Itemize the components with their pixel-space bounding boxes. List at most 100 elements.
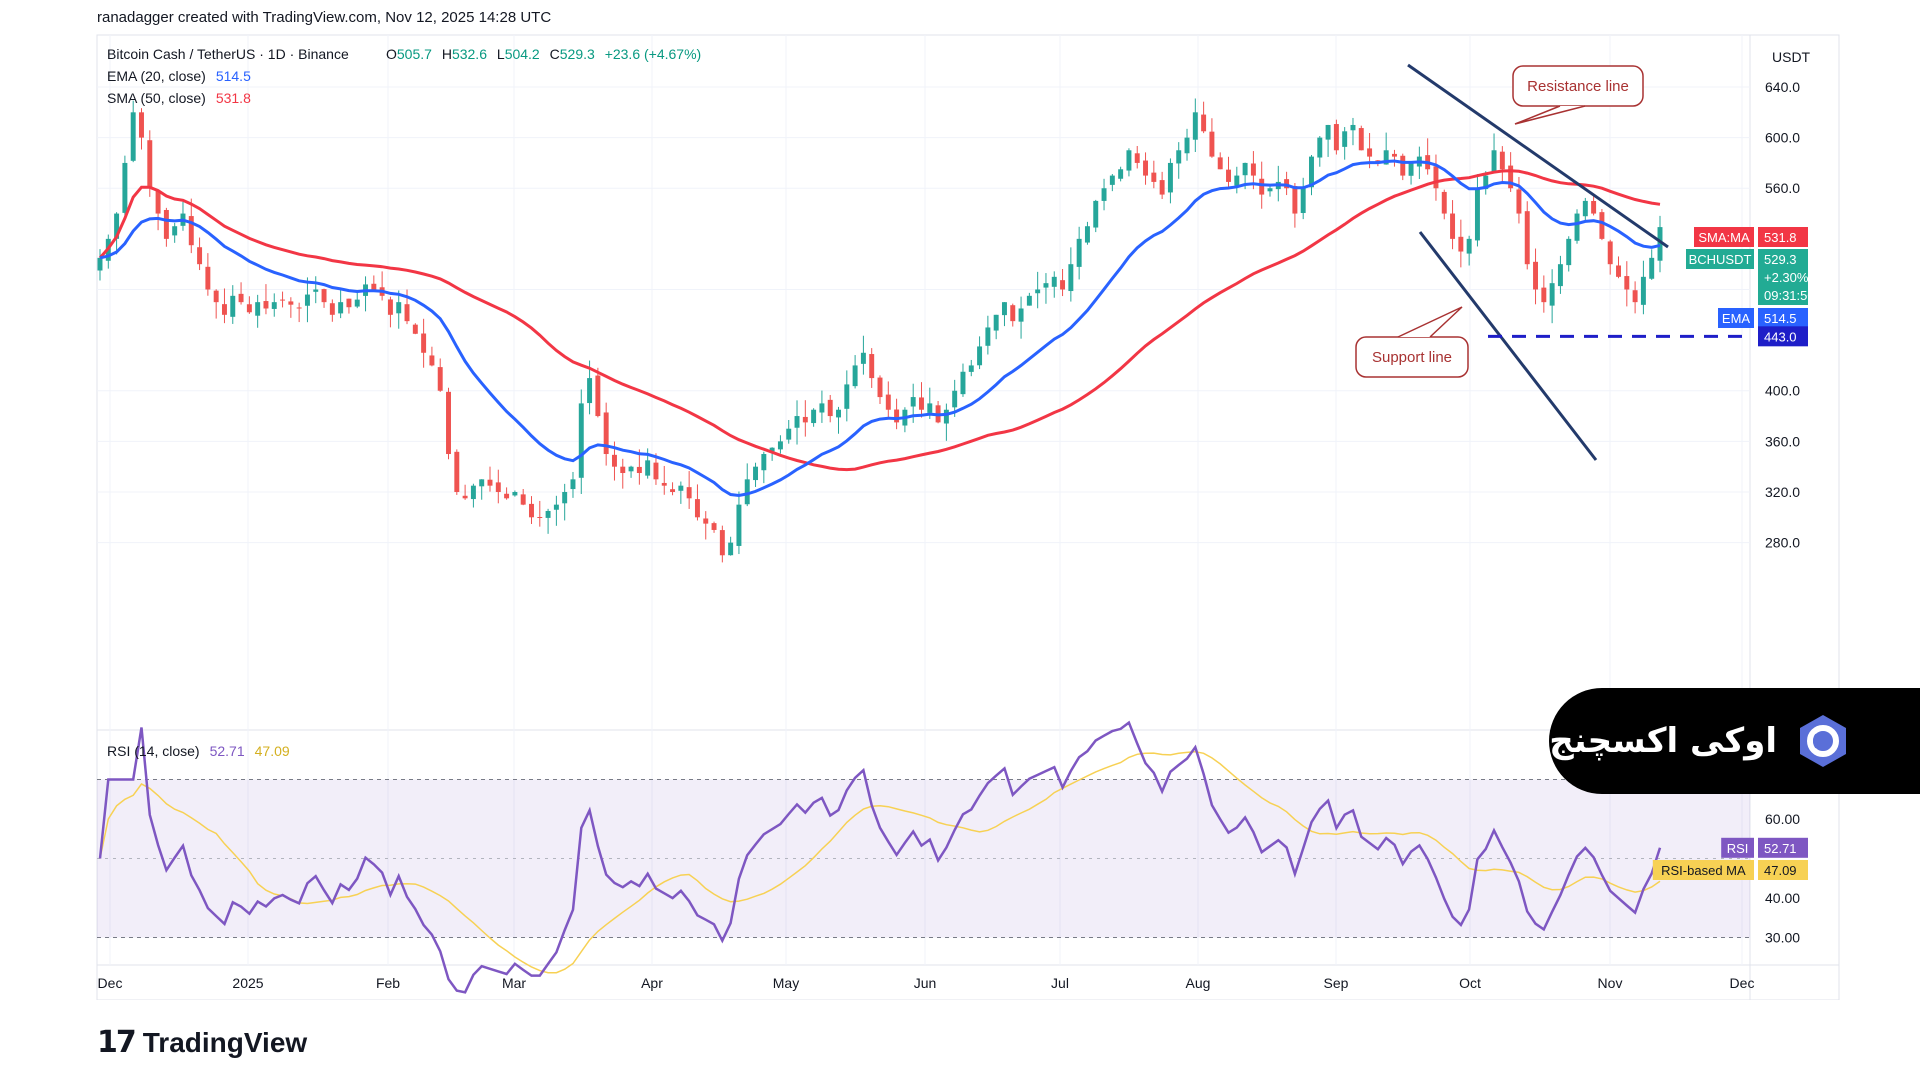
candle-body [1649, 257, 1655, 279]
candle-body [1084, 226, 1090, 243]
candle-body [1201, 114, 1207, 132]
candle-body [446, 391, 451, 455]
time-axis: Dec 2025 Feb Mar Apr May Jun Jul Aug Sep Oct Nov Dec [98, 975, 1755, 991]
price-tick-label: 320.0 [1765, 484, 1800, 500]
candle-body [1383, 150, 1389, 165]
legend-ema[interactable]: EMA (20, close) 514.5 [107, 68, 251, 84]
candle-body [919, 397, 924, 410]
candle-body [1167, 162, 1173, 193]
candle-body [1408, 162, 1414, 176]
rsi-ma-tag-value: 47.09 [1764, 863, 1797, 878]
candle-body [1516, 189, 1522, 214]
rsi-band [97, 779, 1750, 938]
candle-body [1491, 150, 1497, 173]
time-tick-label: Feb [376, 975, 400, 991]
resistance-annotation[interactable]: Resistance line [1512, 65, 1644, 125]
candle-body [860, 352, 866, 364]
candle-body [230, 295, 236, 317]
candle-body [603, 412, 609, 455]
candle-body [263, 301, 269, 309]
support-trendline[interactable] [1418, 231, 1598, 461]
candle-body [1333, 124, 1339, 151]
rsi-lines [98, 720, 1662, 994]
rsi-line [98, 720, 1662, 994]
sma-tag-value: 531.8 [1764, 230, 1797, 245]
candle-body [371, 283, 377, 290]
tradingview-logo[interactable]: 17 TradingView [97, 1025, 307, 1060]
time-tick-label: Oct [1459, 975, 1481, 991]
tradingview-wordmark: TradingView [142, 1026, 308, 1058]
candle-body [1109, 175, 1115, 185]
candle-body [653, 462, 659, 480]
legend-rsi[interactable]: RSI (14, close) 52.71 47.09 [107, 743, 290, 759]
time-tick-label: Dec [98, 975, 123, 991]
candle-body [1101, 188, 1107, 201]
candle-body [1217, 157, 1223, 170]
candle-body [529, 503, 534, 518]
candle-body [205, 266, 211, 290]
candle-body [545, 510, 551, 518]
candle-body [1192, 112, 1198, 140]
candle-body [1342, 131, 1348, 147]
support-label: Support line [1372, 349, 1452, 366]
candle-body [1184, 137, 1190, 154]
rsi-tag-value-bg [1758, 837, 1808, 858]
candle-body [1433, 166, 1439, 189]
candle-body [1566, 238, 1572, 266]
candle-body [1267, 188, 1273, 192]
candle-body [1474, 188, 1480, 241]
candle-body [155, 190, 161, 214]
candle-body [1350, 124, 1356, 131]
candle-body [288, 301, 294, 305]
candle-body [338, 302, 344, 314]
price-tick-label: 600.0 [1765, 130, 1800, 146]
time-tick-label: May [773, 975, 799, 991]
candle-body [487, 479, 493, 486]
candle-body [255, 302, 261, 316]
candle-body [1242, 162, 1248, 176]
sma-tag-label-bg [1694, 227, 1754, 247]
candle-body [1616, 265, 1621, 277]
time-tick-label: Sep [1324, 975, 1349, 991]
candle-body [802, 416, 808, 423]
candle-body [811, 409, 817, 424]
legend-ohlc: O505.7 H532.6 L504.2 C529.3 +23.6 (+4.67… [386, 46, 701, 62]
level-tag-value-bg [1758, 326, 1808, 347]
candle-body [1541, 287, 1547, 303]
rsi-tag-label-bg [1721, 837, 1754, 858]
candle-body [719, 530, 725, 556]
legend-sma[interactable]: SMA (50, close) 531.8 [107, 90, 251, 106]
rsi-tick-label: 40.00 [1765, 890, 1800, 906]
ema-tag-value: 514.5 [1764, 311, 1797, 326]
candle-body [1250, 163, 1256, 176]
candle-body [1051, 276, 1057, 287]
legend-symbol[interactable]: Bitcoin Cash / TetherUS · 1D · Binance [107, 46, 349, 62]
candle-body [836, 409, 841, 418]
candle-body [703, 518, 709, 524]
candle-body [694, 499, 700, 518]
candle-body [495, 482, 501, 492]
candle-body [271, 302, 277, 309]
sma-50-line [98, 169, 1661, 472]
resistance-label: Resistance line [1527, 78, 1629, 95]
candle-body [1309, 156, 1314, 188]
candle-body [628, 466, 634, 472]
currency-label[interactable]: USDT [1772, 49, 1811, 65]
time-tick-label: 2025 [232, 975, 263, 991]
candle-body [1574, 213, 1580, 241]
candle-body [877, 377, 883, 398]
candle-body [1591, 200, 1597, 214]
chart-canvas[interactable]: 640.0600.0560.0480.0400.0360.0320.0280.0… [0, 0, 1920, 1000]
resistance-trendline[interactable] [1407, 63, 1669, 249]
candle-body [114, 213, 120, 239]
candle-body [753, 466, 759, 481]
candle-body [769, 447, 775, 452]
support-annotation[interactable]: Support line [1355, 306, 1469, 378]
candle-body [147, 140, 153, 189]
candle-body [1118, 169, 1124, 179]
ema-tag-value-bg [1758, 308, 1808, 328]
candle-body [910, 397, 916, 407]
time-tick-label: Apr [641, 975, 663, 991]
okx-badge[interactable]: اوکی اکسچنج [1549, 688, 1920, 794]
candle-body [139, 112, 144, 138]
